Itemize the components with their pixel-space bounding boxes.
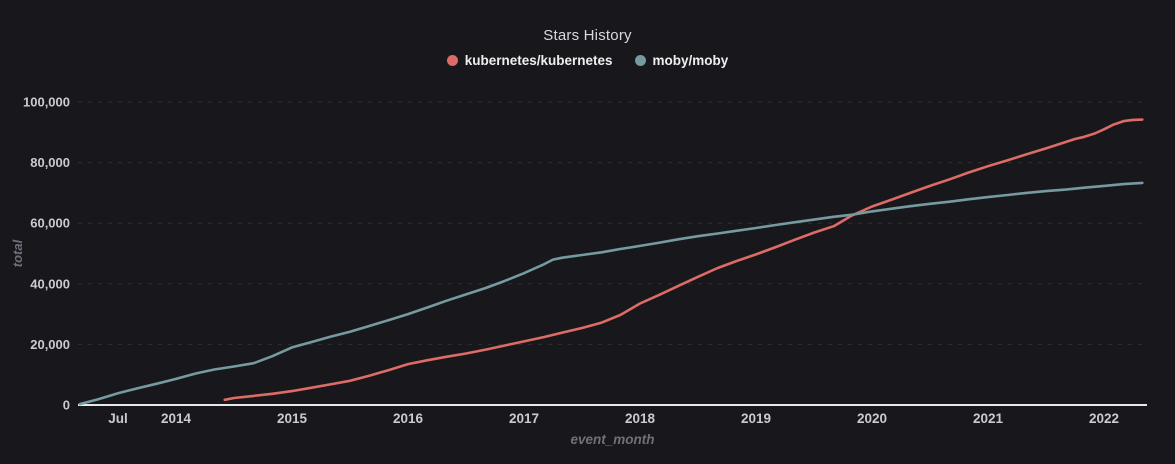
legend-label-kubernetes: kubernetes/kubernetes [464, 53, 613, 68]
x-axis-tick-label: 2018 [625, 411, 656, 426]
series-line-kubernetes[interactable] [223, 118, 1144, 402]
legend-item-kubernetes[interactable]: kubernetes/kubernetes [446, 53, 613, 68]
y-axis-tick-label: 60,000 [30, 216, 70, 231]
series-line-moby[interactable] [78, 181, 1144, 406]
x-axis-tick-label: 2014 [161, 411, 192, 426]
x-axis-tick-label: 2022 [1089, 411, 1119, 426]
y-axis-tick-label: 100,000 [23, 95, 70, 110]
x-axis-tick-label: 2020 [857, 411, 887, 426]
y-axis-title: total [10, 239, 25, 267]
x-axis-tick-label: 2015 [277, 411, 308, 426]
legend-item-moby[interactable]: moby/moby [634, 53, 729, 68]
x-axis-tick-label: 2017 [509, 411, 539, 426]
y-axis-tick-label: 20,000 [30, 337, 70, 352]
chart-title: Stars History [543, 27, 632, 44]
x-axis-tick-label: 2016 [393, 411, 424, 426]
legend-marker-icon [634, 55, 646, 66]
y-axis-tick-label: 80,000 [30, 155, 70, 170]
x-axis-tick-label: Jul [108, 411, 128, 426]
y-axis-tick-label: 40,000 [30, 276, 70, 291]
x-axis-tick-label: 2019 [741, 411, 771, 426]
legend-label-moby: moby/moby [652, 53, 729, 68]
x-axis-title: event_month [570, 432, 654, 447]
legend: kubernetes/kubernetes moby/moby [0, 53, 1175, 68]
y-axis-tick-label: 0 [63, 398, 70, 413]
legend-marker-icon [446, 55, 458, 66]
x-axis-tick-label: 2021 [973, 411, 1004, 426]
